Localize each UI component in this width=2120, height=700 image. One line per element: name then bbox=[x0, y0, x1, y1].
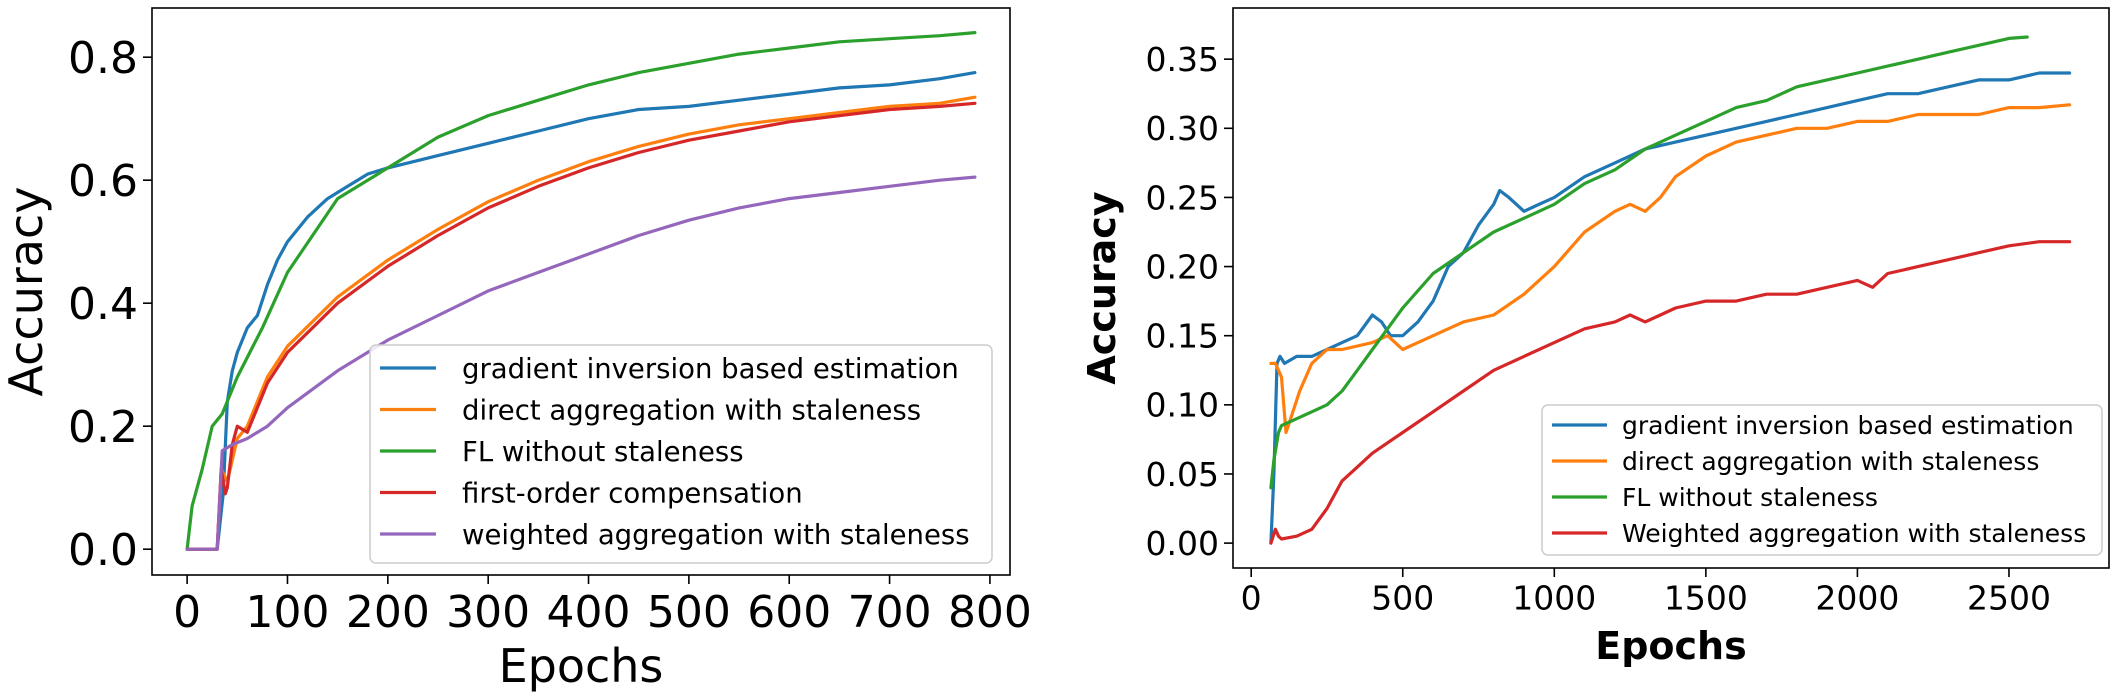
y-axis-label: Accuracy bbox=[0, 186, 53, 396]
plot-frame bbox=[1232, 7, 2110, 569]
legend-box bbox=[369, 344, 993, 564]
series-line-direct-aggregation-with-staleness bbox=[185, 95, 977, 551]
legend-label: direct aggregation with staleness bbox=[462, 394, 921, 426]
y-tick-label: 0.00 bbox=[1146, 524, 1219, 563]
y-tick-label: 0.20 bbox=[1146, 247, 1219, 286]
x-tick-label: 2500 bbox=[1967, 578, 2051, 617]
x-tick-label: 0 bbox=[173, 587, 201, 638]
series-line-direct-aggregation-with-staleness bbox=[1269, 103, 2072, 435]
y-tick-label: 0.15 bbox=[1146, 317, 1219, 356]
x-axis-label: Epochs bbox=[499, 639, 664, 693]
x-tick-label: 300 bbox=[446, 587, 530, 638]
legend-label: gradient inversion based estimation bbox=[1622, 411, 2074, 440]
legend-label: weighted aggregation with staleness bbox=[462, 519, 970, 551]
y-tick-label: 0.05 bbox=[1146, 455, 1219, 494]
series-line-weighted-aggregation-with-staleness bbox=[185, 175, 977, 551]
plot-frame bbox=[151, 7, 1011, 576]
x-tick-label: 1000 bbox=[1512, 578, 1596, 617]
y-axis-label: Accuracy bbox=[1080, 191, 1124, 384]
legend-label: Weighted aggregation with staleness bbox=[1622, 519, 2086, 548]
legend: gradient inversion based estimation direc… bbox=[369, 344, 993, 564]
chart-1: 0 100 200 300 400 500 600 700 800 0.0 0.2 0.4 0.6 0.8… bbox=[0, 7, 1032, 693]
x-tick-label: 2000 bbox=[1815, 578, 1899, 617]
x-tick-label: 0 bbox=[1241, 578, 1262, 617]
y-tick-label: 0.10 bbox=[1146, 386, 1219, 425]
series-line-gradient-inversion-based-estimation bbox=[185, 70, 977, 551]
y-tick-label: 0.0 bbox=[68, 525, 138, 576]
y-tick-label: 0.8 bbox=[68, 33, 138, 84]
y-tick-label: 0.30 bbox=[1146, 109, 1219, 148]
series-line-first-order-compensation bbox=[185, 101, 977, 551]
x-axis-label: Epochs bbox=[1595, 624, 1746, 668]
x-tick-label: 500 bbox=[647, 587, 731, 638]
legend-label: first-order compensation bbox=[462, 477, 803, 509]
y-tick-label: 0.2 bbox=[68, 402, 138, 453]
y-tick-label: 0.25 bbox=[1146, 178, 1219, 217]
x-tick-label: 1500 bbox=[1664, 578, 1748, 617]
x-tick-label: 700 bbox=[848, 587, 932, 638]
legend-label: FL without staleness bbox=[462, 436, 744, 468]
legend-box bbox=[1541, 404, 2103, 556]
x-tick-label: 500 bbox=[1371, 578, 1434, 617]
series-line-weighted-aggregation-with-staleness bbox=[1269, 240, 2072, 545]
x-tick-label: 800 bbox=[948, 587, 1032, 638]
chart-2: 0 500 1000 1500 2000 2500 0.00 0.05 0.10 0.15 0.20… bbox=[1080, 7, 2110, 668]
legend-label: direct aggregation with staleness bbox=[1622, 447, 2039, 476]
legend: gradient inversion based estimation direc… bbox=[1541, 404, 2103, 556]
x-tick-label: 600 bbox=[747, 587, 831, 638]
y-tick-label: 0.6 bbox=[68, 156, 138, 207]
y-tick-label: 0.4 bbox=[68, 279, 138, 330]
x-tick-label: 400 bbox=[547, 587, 631, 638]
legend-label: gradient inversion based estimation bbox=[462, 353, 959, 385]
legend-label: FL without staleness bbox=[1622, 483, 1878, 512]
series-line-fl-without-staleness bbox=[1269, 35, 2029, 490]
series-line-fl-without-staleness bbox=[185, 30, 977, 551]
x-tick-label: 100 bbox=[245, 587, 329, 638]
y-tick-label: 0.35 bbox=[1146, 40, 1219, 79]
x-tick-label: 200 bbox=[346, 587, 430, 638]
